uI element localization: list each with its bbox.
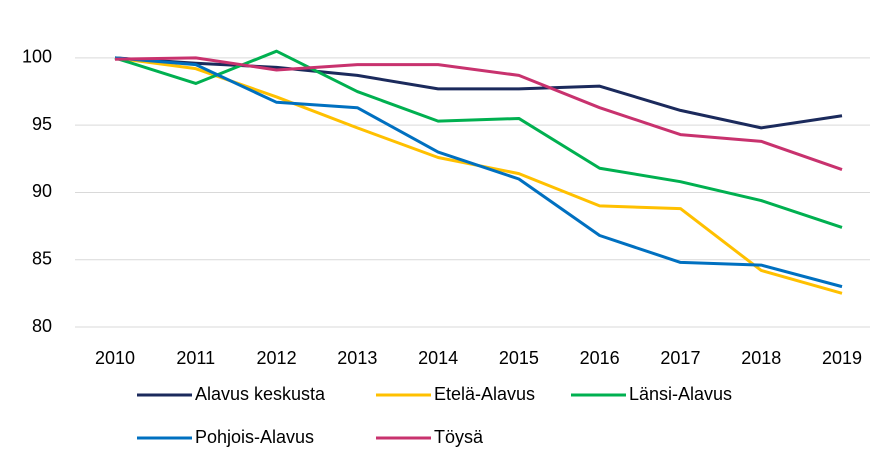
x-tick-label: 2014 bbox=[418, 348, 458, 368]
x-tick-label: 2017 bbox=[660, 348, 700, 368]
legend-label: Länsi-Alavus bbox=[629, 384, 732, 404]
x-tick-label: 2013 bbox=[337, 348, 377, 368]
x-tick-label: 2012 bbox=[257, 348, 297, 368]
legend-label: Töysä bbox=[434, 427, 484, 447]
legend-label: Pohjois-Alavus bbox=[195, 427, 314, 447]
legend-label: Alavus keskusta bbox=[195, 384, 326, 404]
x-tick-label: 2010 bbox=[95, 348, 135, 368]
y-tick-label: 85 bbox=[32, 248, 52, 268]
series-line bbox=[114, 56, 843, 295]
x-tick-label: 2018 bbox=[741, 348, 781, 368]
y-tick-label: 90 bbox=[32, 181, 52, 201]
series-line bbox=[114, 49, 843, 229]
x-tick-label: 2011 bbox=[176, 348, 215, 368]
legend-label: Etelä-Alavus bbox=[434, 384, 535, 404]
series-line bbox=[114, 56, 843, 130]
y-tick-label: 100 bbox=[22, 47, 52, 67]
series-line bbox=[114, 56, 843, 171]
y-tick-label: 80 bbox=[32, 316, 52, 336]
x-tick-label: 2015 bbox=[499, 348, 539, 368]
x-tick-label: 2016 bbox=[580, 348, 620, 368]
y-tick-label: 95 bbox=[32, 114, 52, 134]
x-tick-label: 2019 bbox=[822, 348, 862, 368]
series-line bbox=[114, 56, 843, 289]
